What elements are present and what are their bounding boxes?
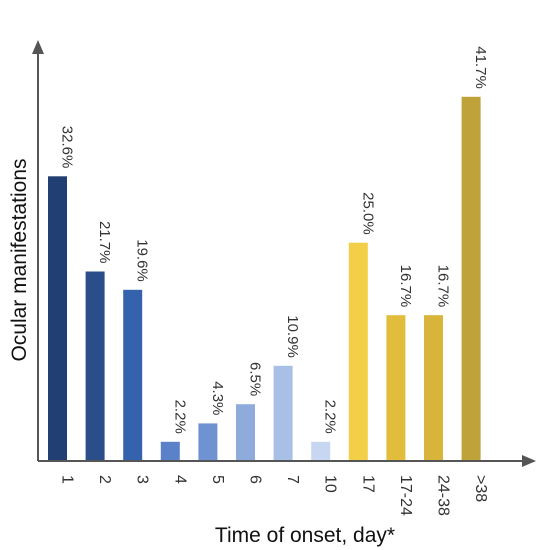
bar-1 <box>85 271 105 461</box>
tick-label-10: 24-38 <box>435 475 452 516</box>
value-labels: 32.6% 21.7% 19.6% 2.2% 4.3% 6.5% 10.9% 2.2% 25.0… <box>59 46 490 434</box>
tick-labels: 1 2 3 4 5 6 7 10 17 17-24 24-38 >38 <box>59 475 490 516</box>
tick-label-8: 17 <box>359 475 376 493</box>
tick-label-7: 10 <box>322 475 339 493</box>
tick-label-6: 7 <box>284 475 301 484</box>
tick-label-2: 3 <box>134 475 151 484</box>
value-label-2: 19.6% <box>134 239 151 282</box>
tick-label-11: >38 <box>472 475 489 502</box>
bar-5 <box>236 404 255 461</box>
tick-label-5: 6 <box>247 475 264 484</box>
value-label-3: 2.2% <box>171 400 188 434</box>
x-axis-title: Time of onset, day* <box>215 524 395 547</box>
y-axis-title: Ocular manifestations <box>8 158 31 361</box>
bar-0 <box>48 176 67 462</box>
value-label-0: 32.6% <box>59 126 76 169</box>
bar-2 <box>123 289 143 461</box>
bar-4 <box>198 423 218 461</box>
value-label-1: 21.7% <box>96 221 113 264</box>
bar-11 <box>461 96 481 462</box>
value-label-11: 41.7% <box>472 46 489 89</box>
value-label-5: 6.5% <box>247 362 264 396</box>
value-label-7: 2.2% <box>322 400 339 434</box>
value-label-8: 25.0% <box>359 192 376 235</box>
tick-label-3: 4 <box>171 475 188 484</box>
bar-7 <box>311 441 331 461</box>
bar-10 <box>424 315 443 461</box>
tick-label-0: 1 <box>59 475 76 484</box>
tick-label-9: 17-24 <box>397 475 414 516</box>
value-label-9: 16.7% <box>397 265 414 308</box>
tick-label-4: 5 <box>209 475 226 484</box>
value-label-4: 4.3% <box>209 381 226 415</box>
bar-8 <box>348 242 368 461</box>
y-axis-arrow-icon <box>32 40 44 54</box>
tick-label-1: 2 <box>96 475 113 484</box>
bar-9 <box>386 315 406 461</box>
bars <box>48 96 481 462</box>
x-axis-arrow-icon <box>522 455 536 467</box>
value-label-6: 10.9% <box>284 315 301 358</box>
bar-3 <box>160 441 180 461</box>
value-label-10: 16.7% <box>435 265 452 308</box>
bar-6 <box>273 365 293 461</box>
